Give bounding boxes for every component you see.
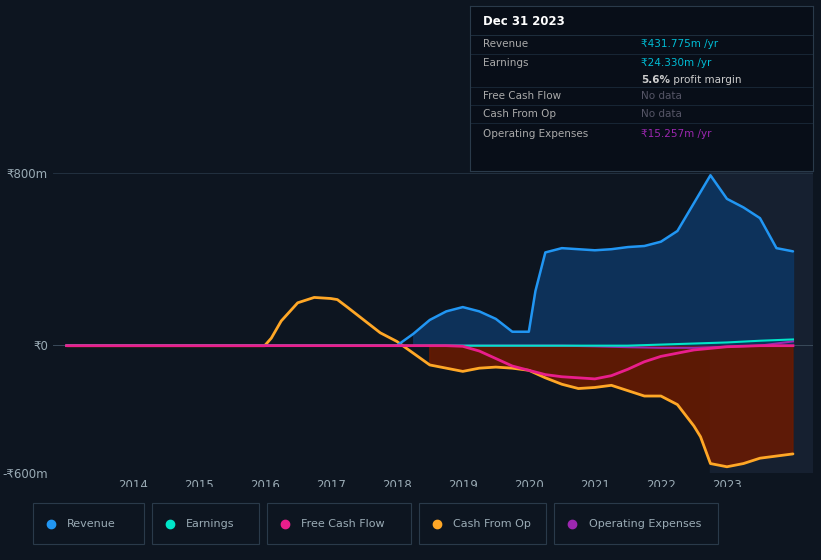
Text: Earnings: Earnings <box>484 58 529 68</box>
Text: Revenue: Revenue <box>484 39 529 49</box>
Text: Operating Expenses: Operating Expenses <box>589 519 701 529</box>
Text: No data: No data <box>641 109 682 119</box>
Text: Earnings: Earnings <box>186 519 235 529</box>
Text: Cash From Op: Cash From Op <box>484 109 557 119</box>
Text: 5.6%: 5.6% <box>641 75 670 85</box>
Bar <box>710 162 821 473</box>
Text: Free Cash Flow: Free Cash Flow <box>484 91 562 101</box>
Text: ₹15.257m /yr: ₹15.257m /yr <box>641 129 712 139</box>
Text: Operating Expenses: Operating Expenses <box>484 129 589 139</box>
Text: Dec 31 2023: Dec 31 2023 <box>484 15 565 27</box>
Text: No data: No data <box>641 91 682 101</box>
Text: Revenue: Revenue <box>67 519 116 529</box>
Text: profit margin: profit margin <box>671 75 742 85</box>
Text: ₹24.330m /yr: ₹24.330m /yr <box>641 58 712 68</box>
Text: ₹431.775m /yr: ₹431.775m /yr <box>641 39 718 49</box>
Text: Free Cash Flow: Free Cash Flow <box>301 519 385 529</box>
Text: Cash From Op: Cash From Op <box>453 519 531 529</box>
